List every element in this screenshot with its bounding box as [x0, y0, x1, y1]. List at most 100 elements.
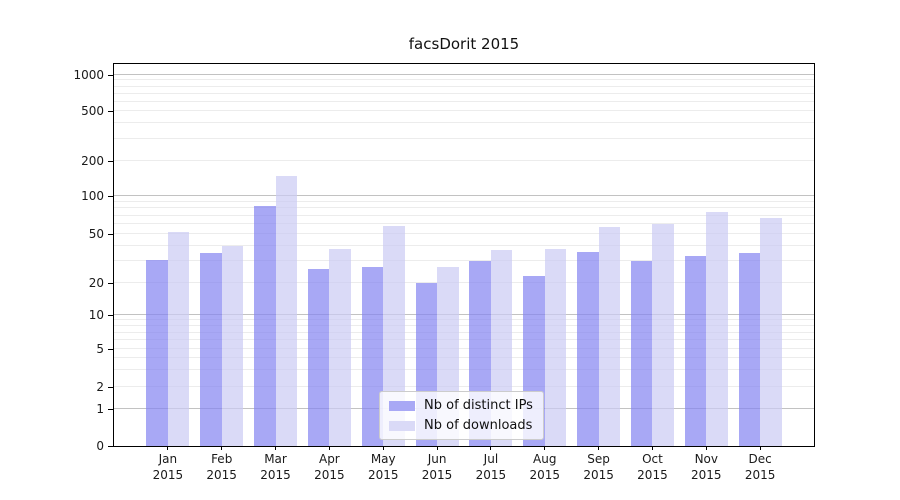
x-tick-label-aug: Aug 2015 [529, 452, 561, 482]
y-tick-label: 5 [96, 342, 104, 356]
x-tick-mark [598, 446, 600, 450]
x-tick-label-feb: Feb 2015 [206, 452, 237, 482]
y-tick-mark [108, 161, 113, 162]
y-tick-label: 20 [88, 276, 104, 290]
gridline-minor [114, 137, 814, 139]
bar-nb-of-downloads-may [383, 225, 405, 446]
gridline-minor [114, 223, 814, 225]
y-tick-label: 50 [88, 227, 104, 241]
x-tick-mark [328, 446, 330, 450]
x-tick-label-oct: Oct 2015 [637, 452, 668, 482]
y-tick-label: 2 [96, 380, 104, 394]
bar-nb-of-distinct-ips-nov [684, 256, 707, 446]
x-tick-mark [275, 446, 277, 450]
y-tick-label: 0 [96, 439, 104, 453]
x-tick-mark [705, 446, 707, 450]
gridline-minor [114, 339, 814, 341]
gridline-minor [114, 214, 814, 216]
gridline-minor [114, 282, 814, 283]
y-tick-mark [108, 234, 113, 235]
x-tick-mark [167, 446, 169, 450]
x-tick-mark [436, 446, 438, 450]
y-tick-label: 10 [88, 308, 104, 322]
x-tick-mark [544, 446, 546, 450]
gridline-minor [114, 244, 814, 246]
x-tick-label-apr: Apr 2015 [314, 452, 345, 482]
legend-swatch-distinct-ips [389, 400, 415, 411]
gridline-major [114, 314, 814, 315]
bar-nb-of-downloads-feb [221, 245, 244, 446]
legend-item-distinct-ips: Nb of distinct IPs [389, 398, 533, 413]
y-tick-mark [108, 409, 113, 410]
x-tick-label-sep: Sep 2015 [583, 452, 614, 482]
y-tick-mark [108, 387, 113, 388]
legend-swatch-downloads [389, 420, 415, 431]
gridline-minor [114, 100, 814, 102]
legend-item-downloads: Nb of downloads [389, 418, 533, 433]
gridline-minor [114, 85, 814, 87]
bar-nb-of-distinct-ips-apr [307, 268, 330, 446]
gridline-minor [114, 160, 814, 161]
gridline-minor [114, 110, 814, 111]
bar-nb-of-downloads-jan [167, 231, 190, 446]
gridline-minor [114, 331, 814, 333]
gridline-minor [114, 260, 814, 262]
gridline-minor [114, 122, 814, 124]
y-tick-mark [108, 111, 113, 112]
y-tick-label: 1 [96, 402, 104, 416]
x-tick-label-mar: Mar 2015 [260, 452, 291, 482]
x-tick-mark [651, 446, 653, 450]
bar-nb-of-downloads-oct [652, 224, 674, 446]
gridline-major [114, 74, 814, 75]
gridline-minor [114, 357, 814, 359]
gridline-minor [114, 386, 814, 387]
gridline-minor [114, 324, 814, 326]
x-tick-mark [382, 446, 384, 450]
gridline-minor [114, 233, 814, 234]
y-tick-mark [108, 75, 113, 76]
gridline-major [114, 195, 814, 196]
gridline-minor [114, 319, 814, 321]
bar-nb-of-distinct-ips-jan [146, 259, 168, 446]
bar-nb-of-distinct-ips-mar [254, 206, 276, 446]
x-tick-label-may: May 2015 [367, 452, 399, 482]
x-tick-label-nov: Nov 2015 [691, 452, 722, 482]
bar-nb-of-downloads-aug [544, 248, 567, 446]
y-tick-label: 500 [81, 104, 104, 118]
gridline-minor [114, 92, 814, 94]
x-tick-label-jun: Jun 2015 [421, 452, 453, 482]
bar-nb-of-distinct-ips-oct [630, 261, 653, 446]
y-tick-mark [108, 283, 113, 284]
y-tick-mark [108, 446, 113, 447]
y-tick-label: 200 [81, 154, 104, 168]
x-tick-mark [759, 446, 761, 450]
y-tick-mark [108, 196, 113, 197]
bar-nb-of-downloads-apr [329, 248, 351, 446]
gridline-minor [114, 79, 814, 81]
x-tick-mark [221, 446, 223, 450]
plot-area [113, 63, 815, 447]
x-tick-mark [490, 446, 492, 450]
chart-title: facsDorit 2015 [408, 35, 520, 53]
gridline-minor [114, 200, 814, 202]
x-tick-label-dec: Dec 2015 [744, 452, 776, 482]
x-tick-label-jan: Jan 2015 [152, 452, 184, 482]
bar-nb-of-distinct-ips-feb [200, 253, 222, 446]
gridline-minor [114, 207, 814, 209]
bar-nb-of-distinct-ips-sep [577, 251, 599, 446]
bar-nb-of-downloads-mar [275, 175, 298, 446]
gridline-minor [114, 369, 814, 371]
bar-nb-of-downloads-dec [760, 217, 782, 446]
bar-nb-of-distinct-ips-dec [738, 253, 761, 446]
x-tick-label-jul: Jul 2015 [475, 452, 507, 482]
y-tick-mark [108, 349, 113, 350]
y-tick-mark [108, 315, 113, 316]
legend: Nb of distinct IPs Nb of downloads [379, 391, 544, 440]
bar-nb-of-distinct-ips-may [361, 266, 384, 446]
gridline-minor [114, 348, 814, 349]
bar-nb-of-downloads-nov [706, 211, 728, 446]
y-tick-label: 100 [81, 189, 104, 203]
legend-label-downloads: Nb of downloads [424, 418, 533, 433]
y-tick-label: 1000 [73, 68, 104, 82]
